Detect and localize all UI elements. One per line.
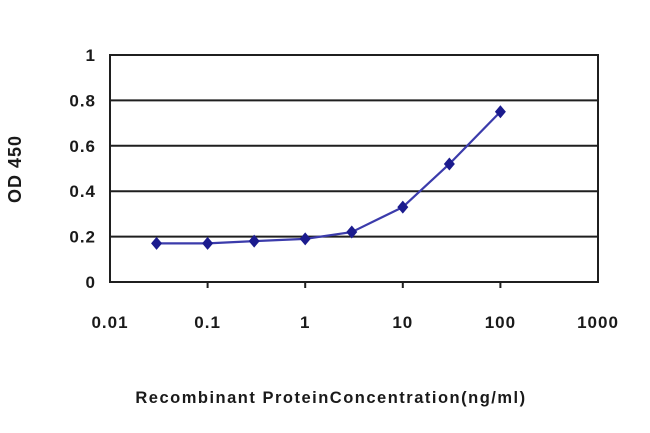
- x-tick-label: 10: [392, 313, 413, 332]
- data-point-marker: [299, 232, 311, 246]
- y-tick-label: 0.4: [69, 182, 96, 201]
- plot-area: 0 0.2 0.4 0.6 0.8 1 0.01 0.1 1 10 100 1000: [69, 46, 619, 332]
- data-point-marker: [248, 234, 260, 248]
- x-tick-label: 0.1: [194, 313, 221, 332]
- x-tick-label: 1: [300, 313, 310, 332]
- data-point-marker: [202, 236, 214, 250]
- data-point-marker: [443, 157, 455, 171]
- data-point-marker: [397, 200, 409, 214]
- y-tick-label: 0.8: [69, 91, 96, 110]
- x-tick-label: 1000: [577, 313, 619, 332]
- y-tick-label: 0.2: [69, 228, 96, 247]
- x-tick-label: 0.01: [91, 313, 128, 332]
- y-tick-label: 0.6: [69, 137, 96, 156]
- data-point-marker: [151, 236, 163, 250]
- data-point-marker: [346, 225, 358, 239]
- data-line: [156, 110, 502, 245]
- y-tick-label: 0: [86, 273, 96, 292]
- y-axis-title: OD 450: [5, 135, 25, 203]
- x-tick-label: 100: [485, 313, 516, 332]
- plot-border: [109, 54, 599, 283]
- data-point-marker: [494, 105, 506, 119]
- y-tick-label: 1: [86, 46, 96, 65]
- x-axis-title: Recombinant ProteinConcentration(ng/ml): [135, 389, 526, 407]
